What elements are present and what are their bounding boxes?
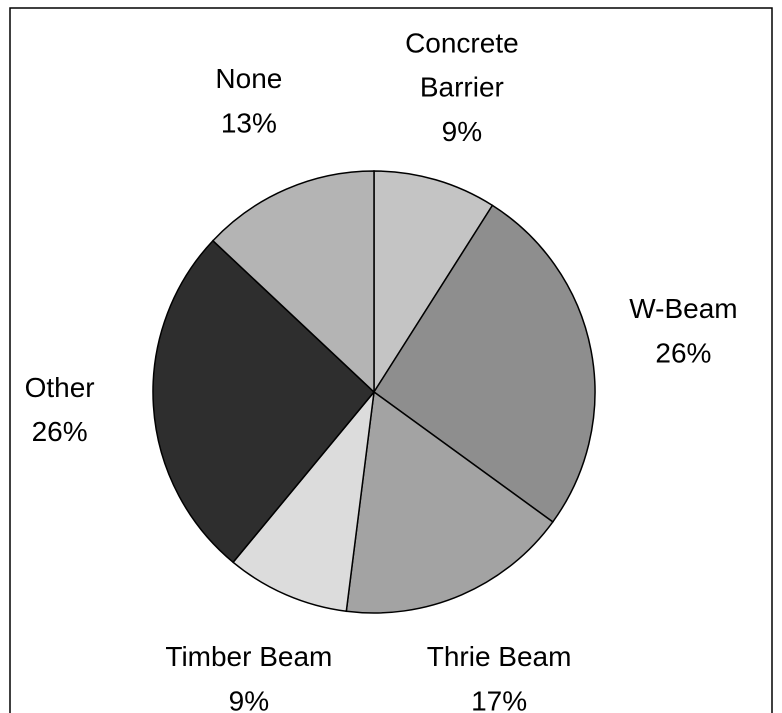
- category-label-line: Other: [25, 372, 95, 403]
- pie-slice: [373, 170, 494, 395]
- value-label: 17%: [471, 685, 527, 713]
- labels: Concrete Barrier 9% W-Beam 26% Thrie Beam 17% T…: [25, 28, 738, 713]
- category-label-line: None: [215, 63, 282, 94]
- category-label: None: [215, 63, 282, 94]
- slices: [152, 170, 596, 614]
- value-label: 26%: [32, 416, 88, 447]
- category-label-line: W-Beam: [629, 293, 737, 324]
- pie-slice: [232, 389, 376, 613]
- category-label-line: Thrie Beam: [427, 641, 572, 672]
- category-label: Concrete Barrier: [405, 28, 519, 103]
- category-label: Timber Beam: [165, 641, 332, 672]
- category-label-line: Concrete: [405, 28, 519, 59]
- value-label: 9%: [229, 685, 269, 713]
- pie-slice: [152, 239, 376, 564]
- category-label-line: Timber Beam: [165, 641, 332, 672]
- category-label: Other: [25, 372, 95, 403]
- category-label-line: Barrier: [420, 72, 504, 103]
- pie-slice: [372, 204, 596, 523]
- value-label: 9%: [442, 116, 482, 147]
- pie-slice: [211, 170, 375, 394]
- category-label: Thrie Beam: [427, 641, 572, 672]
- value-label: 26%: [655, 337, 711, 368]
- category-label: W-Beam: [629, 293, 737, 324]
- pie-slice: [345, 390, 554, 614]
- value-label: 13%: [221, 107, 277, 138]
